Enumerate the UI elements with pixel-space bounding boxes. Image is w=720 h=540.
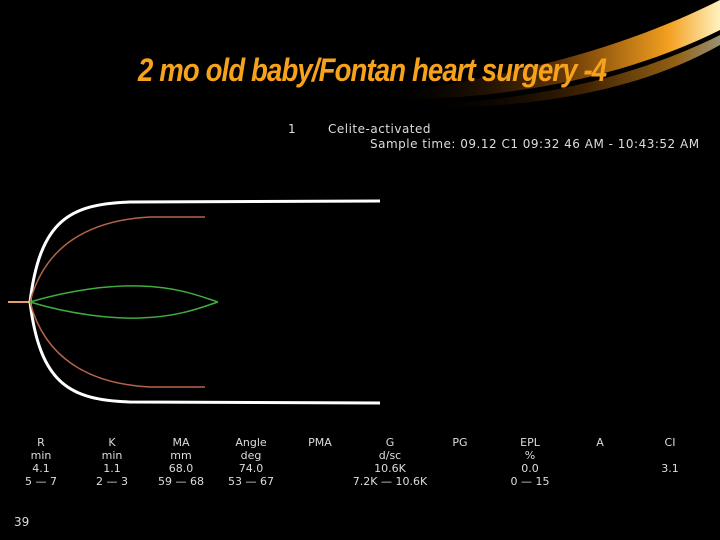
param-name: CI <box>664 436 676 449</box>
param-unit: d/sc <box>378 449 402 462</box>
green-trace-lower <box>29 301 219 319</box>
param-name: EPL <box>520 436 540 449</box>
param-range: 53 — 67 <box>228 475 274 488</box>
param-name: A <box>596 436 604 449</box>
sample-time: Sample time: 09.12 C1 09:32 46 AM - 10:4… <box>370 137 700 151</box>
param-range: 7.2K — 10.6K <box>352 475 428 488</box>
brown-trace-lower <box>29 301 205 388</box>
title-swoosh-decoration <box>380 0 720 108</box>
white-trace-upper <box>28 199 381 303</box>
param-unit: mm <box>170 449 192 462</box>
param-unit: min <box>101 449 123 462</box>
param-unit <box>625 449 715 462</box>
param-value: 74.0 <box>238 462 264 475</box>
param-name: PMA <box>308 436 332 449</box>
param-name: Angle <box>235 436 267 449</box>
param-name: R <box>37 436 45 449</box>
green-trace-upper <box>29 285 219 303</box>
param-name: PG <box>452 436 468 449</box>
param-name: MA <box>172 436 190 449</box>
param-value: 3.1 <box>661 462 679 475</box>
param-column-ma: MA mm 68.0 59 — 68 <box>136 436 226 488</box>
param-column-epl: EPL% 0.0 0 — 15 <box>485 436 575 488</box>
param-value: 10.6K <box>374 462 406 475</box>
param-column-pg: PG <box>415 436 505 488</box>
brown-trace-upper <box>29 216 205 303</box>
param-unit: min <box>30 449 52 462</box>
teg-tracing <box>8 199 381 405</box>
test-type: Celite-activated <box>328 122 431 136</box>
slide-title: 2 mo old baby/Fontan heart surgery -4 <box>138 52 607 88</box>
param-range: 5 — 7 <box>25 475 57 488</box>
param-column-angle: Angle deg 74.0 53 — 67 <box>206 436 296 488</box>
param-unit: % <box>524 449 536 462</box>
param-range <box>625 475 715 488</box>
param-value: 68.0 <box>168 462 194 475</box>
param-unit: deg <box>240 449 262 462</box>
param-name: K <box>108 436 116 449</box>
channel-number: 1 <box>288 122 297 136</box>
param-name: G <box>385 436 395 449</box>
slide-number: 39 <box>14 515 30 529</box>
param-column-a: A <box>555 436 645 488</box>
param-value: 1.1 <box>103 462 121 475</box>
param-value: 0.0 <box>521 462 539 475</box>
param-range: 0 — 15 <box>510 475 550 488</box>
param-column-ci: CI 3.1 <box>625 436 715 488</box>
param-range: 59 — 68 <box>158 475 204 488</box>
param-column-pma: PMA <box>275 436 365 488</box>
param-range: 2 — 3 <box>96 475 128 488</box>
param-value: 4.1 <box>32 462 50 475</box>
white-trace-lower <box>28 301 381 405</box>
